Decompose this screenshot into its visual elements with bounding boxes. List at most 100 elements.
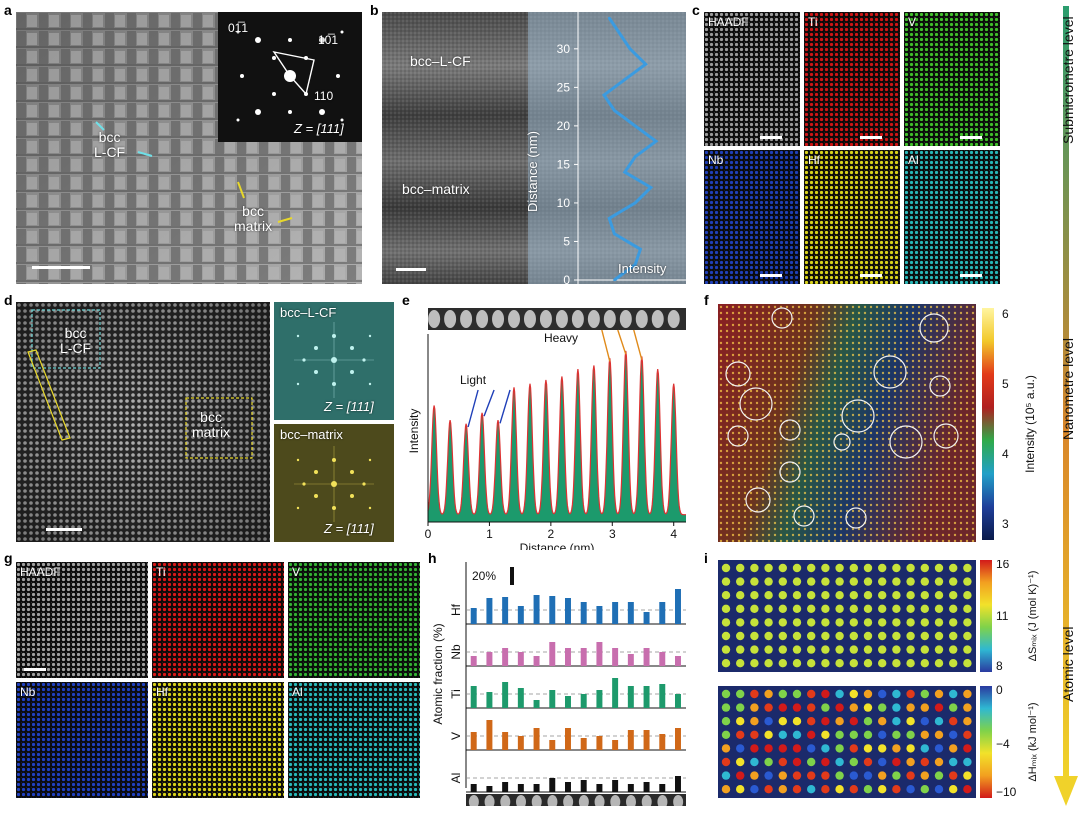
fft-lcf-title: bcc–L-CF xyxy=(280,305,337,320)
h-bar-hf xyxy=(565,598,571,624)
i-entropy-site xyxy=(878,591,887,600)
i-entropy-site xyxy=(949,645,958,654)
i-entropy-site xyxy=(863,563,873,573)
f-colorbar-tick: 6 xyxy=(1002,307,1009,321)
i-entropy-site xyxy=(963,591,972,600)
i-entropy-site xyxy=(764,618,773,627)
i-enthalpy-site xyxy=(949,730,958,739)
h-bar-hf xyxy=(627,602,634,624)
fft-matrix-title: bcc–matrix xyxy=(280,427,343,442)
i-entropy-site xyxy=(863,591,873,600)
h-bar-al xyxy=(675,776,681,792)
h-bar-nb xyxy=(580,648,587,666)
h-atom-column xyxy=(468,795,479,806)
g-tile-label: Hf xyxy=(156,685,168,699)
i-entropy-site xyxy=(721,563,731,573)
i-entropy-site xyxy=(821,618,830,627)
level-nanometre: Nanometre level xyxy=(1060,338,1076,440)
scale-bar-a xyxy=(32,266,90,269)
i-entropy-site xyxy=(878,604,887,613)
i-enthalpy-site xyxy=(764,703,773,712)
i-entropy-site xyxy=(934,591,944,600)
b-profile-point xyxy=(654,140,658,143)
h-bar-nb xyxy=(675,656,681,666)
h-bar-v xyxy=(565,728,571,750)
i-entropy-site xyxy=(821,563,830,573)
i-enthalpy-site xyxy=(835,744,844,753)
i-enthalpy-site xyxy=(963,703,972,712)
level-submicrometre: Submicrometre level xyxy=(1060,16,1076,144)
h-bar-al xyxy=(549,778,556,792)
i-entropy-site xyxy=(778,618,787,627)
h-bar-al xyxy=(517,784,524,792)
inset-spot-2: 10̅1 xyxy=(318,33,339,47)
i-entropy-site xyxy=(778,645,787,654)
i-entropy-site xyxy=(920,631,929,641)
e-xtick-label: 4 xyxy=(670,527,677,541)
i-entropy-site xyxy=(721,631,731,641)
c-tile-label: Nb xyxy=(708,153,724,167)
i-enthalpy-site xyxy=(750,785,759,794)
i-enthalpy-tick: −10 xyxy=(996,785,1017,799)
i-enthalpy-site xyxy=(835,730,844,739)
b-profile-point xyxy=(628,47,632,51)
i-entropy-site xyxy=(792,659,802,668)
b-profile-point xyxy=(639,247,642,251)
h-atom-column xyxy=(578,795,589,806)
i-enthalpy-site xyxy=(792,785,802,794)
i-entropy-tick: 16 xyxy=(996,560,1010,571)
i-entropy-site xyxy=(835,604,844,613)
i-entropy-site xyxy=(750,631,759,641)
i-entropy-site xyxy=(736,563,745,573)
b-profile-point xyxy=(618,32,621,35)
i-enthalpy-site xyxy=(736,744,745,753)
eds-map-grid-g: HAADF Ti V Nb Hf Al xyxy=(16,562,420,800)
i-enthalpy-site xyxy=(821,785,830,794)
i-enthalpy-site xyxy=(906,757,915,767)
i-entropy-site xyxy=(849,659,858,668)
i-entropy-label: ΔSₘᵢₓ (J (mol K)⁻¹) xyxy=(1027,571,1039,662)
i-enthalpy-site xyxy=(920,703,929,712)
i-entropy-site xyxy=(835,563,844,573)
i-entropy-site xyxy=(906,563,915,573)
b-ytick-label: 15 xyxy=(557,157,571,171)
i-entropy-site xyxy=(963,645,972,654)
b-profile-point xyxy=(623,78,626,81)
i-entropy-site xyxy=(949,577,958,586)
i-entropy-site xyxy=(892,591,901,600)
i-enthalpy-site xyxy=(949,744,958,753)
i-entropy-site xyxy=(764,631,773,641)
h-bar-nb xyxy=(517,652,524,666)
i-enthalpy-site xyxy=(963,730,972,739)
i-enthalpy-site xyxy=(892,785,901,794)
e-atom-column xyxy=(428,310,441,328)
i-entropy-site xyxy=(949,591,958,600)
i-enthalpy-site xyxy=(778,689,787,699)
i-entropy-site xyxy=(792,563,802,573)
i-entropy-site xyxy=(920,563,929,573)
i-enthalpy-site xyxy=(807,785,816,794)
e-light-arrow xyxy=(467,389,479,428)
h-bar-al xyxy=(486,786,493,792)
i-enthalpy-site xyxy=(920,689,929,699)
i-enthalpy-site xyxy=(906,689,915,699)
h-bar-ti xyxy=(517,688,524,708)
i-entropy-site xyxy=(835,618,844,627)
i-entropy-site xyxy=(736,645,745,654)
i-entropy-site xyxy=(807,618,816,627)
label-bcc-matrix-b: bcc–matrix xyxy=(402,181,470,197)
i-entropy-site xyxy=(807,577,816,586)
i-enthalpy-site xyxy=(934,717,944,726)
i-enthalpy-site xyxy=(835,717,844,726)
i-entropy-site xyxy=(721,645,731,654)
i-entropy-site xyxy=(807,645,816,654)
c-tile-al: Al xyxy=(904,150,1000,284)
i-enthalpy-site xyxy=(906,771,915,780)
i-enthalpy-site xyxy=(878,771,887,780)
i-entropy-site xyxy=(821,659,830,668)
h-bar-nb xyxy=(565,648,571,666)
i-entropy-site xyxy=(920,659,929,668)
i-enthalpy-site xyxy=(821,717,830,726)
i-enthalpy-site xyxy=(963,771,972,780)
diffraction-inset: 01̅1 10̅1 110 Z = [111] xyxy=(218,12,362,142)
